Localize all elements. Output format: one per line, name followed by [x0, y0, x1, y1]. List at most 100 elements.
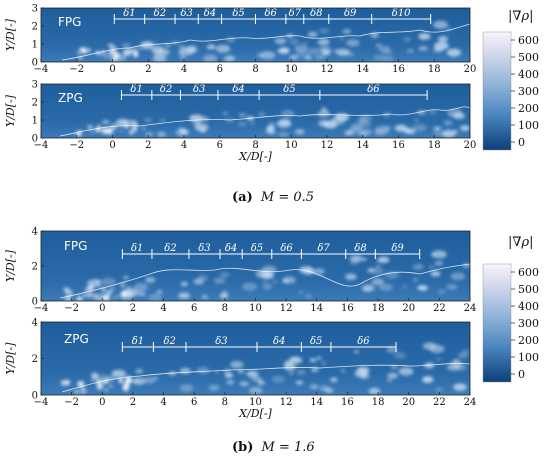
flow-structure [349, 254, 363, 263]
delta-annotations: δ1 δ2 δ3 δ4 δ5 δ6 [120, 84, 428, 100]
flow-structure [143, 377, 156, 384]
delta-label: δ9 [344, 8, 357, 19]
colorbar-tick-label: 600 [518, 266, 539, 279]
wall-structure [76, 295, 83, 303]
x-tick-label: −4 [34, 303, 49, 314]
flow-structure [434, 261, 444, 266]
delta-label: δ6 [280, 243, 293, 254]
x-tick-label: 18 [372, 397, 385, 408]
wall-structure [93, 294, 97, 297]
flow-structure [382, 49, 394, 55]
flow-structure [145, 132, 154, 137]
x-tick-label: 14 [356, 64, 369, 75]
x-tick-label: 4 [160, 303, 166, 314]
flow-structure [317, 38, 330, 46]
flow-structure [309, 358, 317, 363]
flow-structure [219, 293, 229, 299]
flow-structure [446, 283, 458, 291]
flow-structure [387, 372, 399, 379]
panel-a-fpg: FPG δ1 δ2 δ3 δ4 δ5 δ6 δ7 δ8 δ9 δ10 −4 −2 0 2 4 6 8 10 12 1… [4, 4, 476, 76]
flow-structure [338, 36, 345, 40]
delta-label: δ3 [198, 243, 210, 254]
wall-structure [82, 292, 88, 298]
flow-structure [206, 44, 216, 50]
y-tick-label: 2 [32, 98, 38, 109]
flow-structure [319, 385, 330, 392]
delta-label: δ4 [273, 336, 285, 347]
flow-structure [256, 53, 265, 58]
flow-structure [179, 367, 191, 374]
flow-structure [274, 37, 287, 45]
flow-structure [148, 293, 163, 301]
flow-structure [437, 289, 446, 294]
flow-structure [122, 276, 129, 280]
flow-structure [178, 292, 191, 299]
x-tick-label: −4 [34, 140, 49, 151]
flow-structure [433, 20, 449, 29]
flow-structure [199, 128, 207, 133]
flow-structure [360, 128, 373, 136]
flow-structure [372, 268, 385, 275]
colorbar-tick-label: 400 [518, 68, 539, 81]
x-tick-label: 24 [464, 303, 477, 314]
delta-label: δ4 [232, 84, 244, 95]
wall-structure [142, 126, 146, 130]
flow-structure [453, 112, 465, 120]
colorbar-tick-label: 300 [518, 85, 539, 98]
y-tick-label: 3 [32, 80, 38, 91]
flow-structure [346, 51, 355, 57]
flow-structure [350, 122, 364, 131]
wall-structure [106, 290, 112, 296]
flow-structure [144, 276, 156, 283]
x-tick-label: 16 [392, 140, 405, 151]
flow-structure [180, 281, 189, 287]
flow-structure [101, 119, 110, 125]
flow-structure [391, 365, 398, 370]
flow-structure [453, 383, 467, 391]
flow-structure [403, 37, 412, 42]
flow-structure [457, 352, 468, 359]
y-axis-label: Y/D[-] [4, 18, 17, 51]
delta-label: δ4 [204, 8, 216, 19]
flow-structure [153, 376, 159, 380]
flow-structure [413, 263, 424, 270]
flow-structures [77, 20, 462, 63]
flow-structure [427, 109, 438, 115]
x-tick-label: 4 [181, 64, 187, 75]
y-tick-label: 4 [32, 318, 38, 329]
x-tick-label: 10 [249, 303, 262, 314]
colorbar-ticks: 600 500 400 300 200 100 0 [511, 34, 539, 149]
flow-structure [179, 55, 186, 60]
x-tick-label: 0 [109, 64, 115, 75]
x-tick-label: 16 [341, 397, 354, 408]
wall-structure [106, 127, 113, 135]
panel-b-fpg: FPG δ1 δ2 δ3 δ4 δ5 δ6 δ7 δ8 δ9 −4 −2 0 2 4 6 8 10 12 14 16… [4, 227, 476, 315]
colorbar-tick-label: 300 [518, 317, 539, 330]
wall-structure [110, 123, 118, 131]
x-tick-label: −4 [34, 64, 49, 75]
flow-structure [221, 290, 229, 295]
delta-label: δ3 [180, 8, 192, 19]
contour-line [59, 263, 471, 299]
flow-structure [443, 120, 453, 126]
delta-label: δ2 [164, 336, 176, 347]
flow-structure [239, 381, 249, 387]
flow-structure [267, 126, 275, 131]
wall-structure [122, 49, 129, 57]
colorbar-tick-label: 200 [518, 102, 539, 115]
y-tick-label: 4 [32, 227, 38, 238]
flow-structure [318, 28, 330, 34]
delta-label: δ8 [310, 8, 322, 19]
y-tick-label: 0 [32, 391, 38, 402]
y-tick-label: 2 [32, 262, 38, 273]
x-tick-label: 6 [217, 140, 223, 151]
flow-structure [242, 282, 258, 291]
flow-structure [359, 373, 370, 380]
flow-structures [60, 342, 471, 395]
flow-structure [135, 369, 144, 374]
flow-structure [319, 46, 331, 54]
flow-structure [357, 118, 367, 124]
flow-structure [251, 376, 262, 382]
